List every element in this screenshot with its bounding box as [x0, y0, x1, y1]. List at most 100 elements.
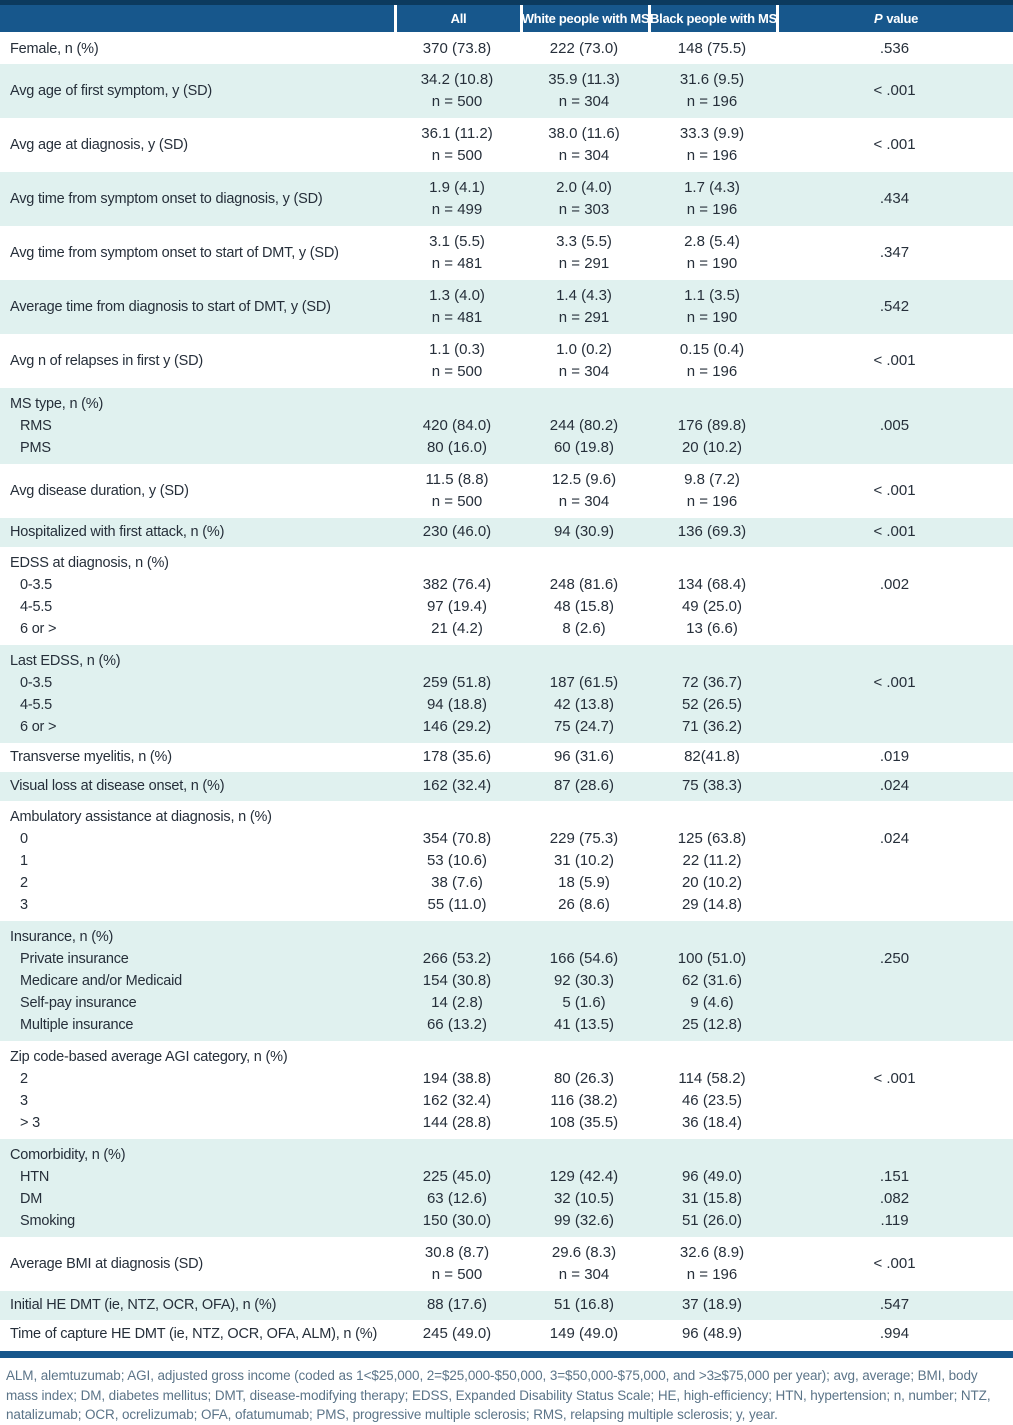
subrow-label: 3 — [20, 1093, 28, 1109]
black-value: 20 (10.2) — [681, 439, 743, 456]
p-value — [776, 970, 1013, 992]
black-value: 71 (36.2) — [681, 718, 743, 735]
white-value: 129 (42.4) — [549, 1168, 619, 1185]
all-value: 1.3 (4.0) n = 481 — [394, 285, 520, 329]
p-value: .547 — [879, 1296, 910, 1313]
p-value: < .001 — [873, 82, 916, 99]
p-value — [776, 850, 1013, 872]
p-value — [776, 1014, 1013, 1036]
black-value: 31.6 (9.5) n = 196 — [648, 69, 776, 113]
white-value: 32 (10.5) — [553, 1190, 615, 1207]
all-value: 146 (29.2) — [422, 718, 492, 735]
all-value: 162 (32.4) — [422, 1092, 492, 1109]
all-value: 150 (30.0) — [422, 1212, 492, 1229]
all-value: 21 (4.2) — [431, 620, 483, 637]
all-value: 14 (2.8) — [431, 994, 483, 1011]
table-subrow: Self-pay insurance 14 (2.8) 5 (1.6) 9 (4.6) — [0, 992, 1013, 1014]
subrow-label: 2 — [20, 1071, 28, 1087]
black-value: 148 (75.5) — [677, 40, 747, 57]
p-value — [776, 1112, 1013, 1134]
white-value: 229 (75.3) — [549, 830, 619, 847]
subrow-label: 4-5.5 — [20, 599, 53, 615]
row-label: Visual loss at disease onset, n (%) — [10, 778, 225, 794]
stat-value: 1.3 (4.0) — [429, 287, 485, 304]
white-value: 2.0 (4.0) n = 303 — [520, 177, 648, 221]
stat-n: n = 196 — [686, 201, 738, 218]
p-value: < .001 — [873, 1255, 916, 1272]
all-value: 30.8 (8.7) n = 500 — [394, 1242, 520, 1286]
all-value: 3.1 (5.5) n = 481 — [394, 231, 520, 275]
subrow-label: 3 — [20, 897, 28, 913]
p-value: < .001 — [873, 136, 916, 153]
stat-n: n = 196 — [686, 1266, 738, 1283]
all-value: 88 (17.6) — [426, 1296, 488, 1313]
table-subrow: DM 63 (12.6) 32 (10.5) 31 (15.8) .082 — [0, 1188, 1013, 1210]
p-value — [776, 596, 1013, 618]
subrow-label: Multiple insurance — [20, 1017, 134, 1033]
white-value: 99 (32.6) — [553, 1212, 615, 1229]
table-subrow: 4-5.5 97 (19.4) 48 (15.8) 49 (25.0) — [0, 596, 1013, 618]
stat-value: 32.6 (8.9) — [679, 1244, 745, 1261]
all-value: 354 (70.8) — [422, 830, 492, 847]
all-value: 194 (38.8) — [422, 1070, 492, 1087]
all-value: 97 (19.4) — [426, 598, 488, 615]
p-value: < .001 — [873, 674, 916, 691]
table-row-group: Insurance, n (%) Private insurance 266 (53… — [0, 921, 1013, 1041]
row-label: Hospitalized with first attack, n (%) — [10, 524, 225, 540]
header-empty-cell — [0, 5, 394, 32]
stat-n: n = 190 — [686, 255, 738, 272]
header-col-all: All — [394, 5, 520, 32]
p-value: .542 — [879, 298, 910, 315]
all-value: 178 (35.6) — [422, 748, 492, 765]
black-value: 52 (26.5) — [681, 696, 743, 713]
table-row: Avg n of relapses in first y (SD) 1.1 (0.… — [0, 334, 1013, 388]
table-subrow: 4-5.5 94 (18.8) 42 (13.8) 52 (26.5) — [0, 694, 1013, 716]
stat-n: n = 196 — [686, 93, 738, 110]
p-value — [776, 872, 1013, 894]
all-value: 420 (84.0) — [422, 417, 492, 434]
white-value: 42 (13.8) — [553, 696, 615, 713]
row-group-label: Comorbidity, n (%) — [10, 1147, 126, 1163]
all-value: 154 (30.8) — [422, 972, 492, 989]
p-value — [776, 437, 1013, 459]
subrow-label: 0 — [20, 831, 28, 847]
stat-n: n = 304 — [558, 93, 610, 110]
stat-value: 29.6 (8.3) — [551, 1244, 617, 1261]
subrow-label: RMS — [20, 418, 52, 434]
black-value: 72 (36.7) — [681, 674, 743, 691]
stat-value: 36.1 (11.2) — [421, 125, 493, 142]
table-row: Avg time from symptom onset to diagnosis… — [0, 172, 1013, 226]
subrow-label: Smoking — [20, 1213, 76, 1229]
table-row: Transverse myelitis, n (%) 178 (35.6) 96 (… — [0, 743, 1013, 772]
black-value: 32.6 (8.9) n = 196 — [648, 1242, 776, 1286]
white-value: 31 (10.2) — [553, 852, 615, 869]
black-value: 22 (11.2) — [682, 852, 742, 869]
p-value: .005 — [879, 417, 910, 434]
row-label: Initial HE DMT (ie, NTZ, OCR, OFA), n (%… — [10, 1297, 277, 1313]
all-value: 230 (46.0) — [422, 523, 492, 540]
stat-value: 2.0 (4.0) — [556, 179, 612, 196]
subrow-label: 6 or > — [20, 719, 57, 735]
white-value: 26 (8.6) — [558, 896, 610, 913]
p-value — [776, 894, 1013, 916]
stat-n: n = 481 — [431, 309, 483, 326]
black-value: 29 (14.8) — [681, 896, 743, 913]
row-group-label: MS type, n (%) — [10, 396, 104, 412]
table-subrow: 0-3.5 259 (51.8) 187 (61.5) 72 (36.7) < .001 — [0, 672, 1013, 694]
stat-n: n = 500 — [431, 493, 483, 510]
stat-n: n = 303 — [558, 201, 610, 218]
stat-value: 11.5 (8.8) — [425, 471, 489, 488]
all-value: 66 (13.2) — [426, 1016, 488, 1033]
table-row: Avg age of first symptom, y (SD) 34.2 (10… — [0, 64, 1013, 118]
p-value — [776, 618, 1013, 640]
p-value: .536 — [879, 40, 910, 57]
stat-value: 1.7 (4.3) — [684, 179, 740, 196]
stat-value: 38.0 (11.6) — [548, 125, 620, 142]
black-value: 51 (26.0) — [681, 1212, 743, 1229]
stat-n: n = 500 — [431, 93, 483, 110]
black-value: 1.7 (4.3) n = 196 — [648, 177, 776, 221]
row-label: Avg n of relapses in first y (SD) — [10, 353, 203, 369]
table-bottom-rule — [0, 1351, 1013, 1358]
white-value: 166 (54.6) — [549, 950, 619, 967]
